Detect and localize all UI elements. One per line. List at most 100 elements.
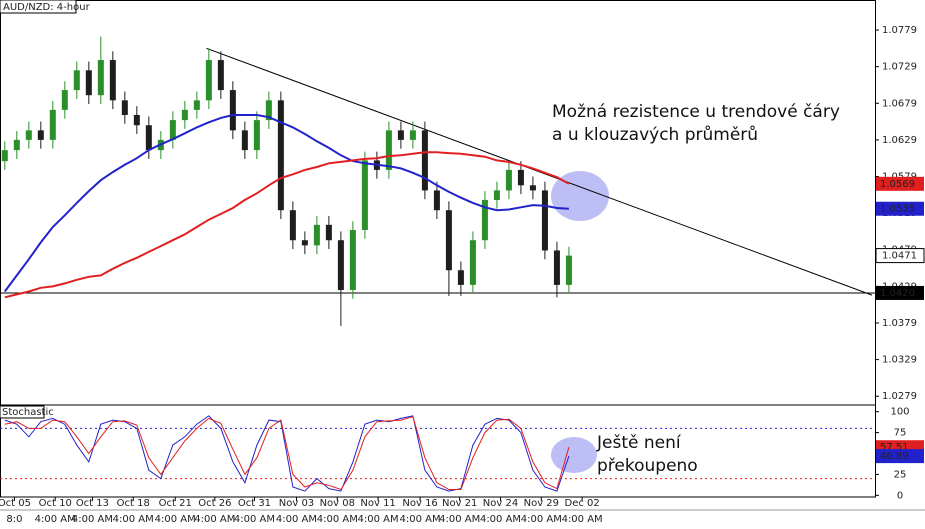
panel-title: Stochastic (2, 407, 54, 418)
candle-body (553, 250, 560, 285)
x-tick-label: Oct 05 (0, 498, 31, 509)
price-badge-label: 57.51 (880, 442, 909, 453)
candle-body (73, 70, 80, 91)
price-badge-label: 1.0535 (880, 204, 915, 215)
candle-body (301, 240, 308, 246)
candle-body (289, 210, 296, 241)
candle-body (313, 224, 320, 246)
x-tick-label: Oct 21 (159, 498, 192, 509)
x-tick-label: Oct 18 (117, 498, 150, 509)
candle-body (325, 224, 332, 241)
y-tick-label: 1.0779 (882, 25, 917, 36)
price-badge-label: 1.0471 (882, 251, 917, 262)
candle-body (1, 150, 8, 162)
candle-body (217, 60, 224, 91)
candle-body (109, 60, 116, 101)
candle-body (385, 130, 392, 170)
y-tick-label: 1.0379 (882, 318, 917, 329)
candle-body (457, 270, 464, 285)
candle-body (37, 130, 44, 140)
candle-body (61, 90, 68, 110)
candle-body (229, 90, 236, 131)
x-tick-sublabel: 4:00 AM (72, 514, 113, 525)
price-badge-label: 1.0420 (880, 288, 915, 299)
y-tick-label: 0 (897, 490, 903, 501)
y-tick-label: 1.0629 (882, 135, 917, 146)
x-tick-sublabel: 4:00 AM (317, 514, 358, 525)
candle-body (349, 229, 356, 291)
candle-body (169, 120, 176, 140)
y-tick-label: 1.0729 (882, 62, 917, 73)
x-tick-label: Nov 29 (524, 498, 559, 509)
candle-body (397, 130, 404, 140)
moving-average (4, 151, 570, 299)
y-tick-label: 1.0679 (882, 98, 917, 109)
plot-layer: 1.02791.03291.03791.04291.04791.05291.05… (0, 25, 925, 525)
candle-body (25, 130, 32, 140)
candle-body (181, 109, 188, 121)
x-tick-sublabel: 4:00 AM (480, 514, 521, 525)
candle-body (265, 100, 272, 121)
x-tick-label: Oct 26 (198, 498, 231, 509)
candle-body (409, 130, 416, 140)
x-tick-sublabel: 4:00 AM (276, 514, 317, 525)
candle-body (505, 169, 512, 191)
candle-body (421, 130, 428, 191)
price-badge (876, 176, 924, 191)
x-tick-sublabel: 4:00 AM (521, 514, 562, 525)
candle-body (541, 190, 548, 251)
x-tick-label: Nov 11 (360, 498, 395, 509)
x-tick-sublabel: 4:00 AM (155, 514, 196, 525)
candle-body (145, 125, 152, 151)
title-box (0, 0, 77, 14)
y-tick-label: 100 (890, 407, 909, 418)
candle-body (445, 210, 452, 271)
candle-body (85, 70, 92, 96)
candle-body (361, 160, 368, 230)
y-tick-label: 1.0329 (882, 355, 917, 366)
x-tick-sublabel: 4:00 AM (194, 514, 235, 525)
x-tick-label: Oct 31 (238, 498, 271, 509)
x-tick-label: Nov 24 (483, 498, 518, 509)
x-tick-sublabel: 4:00 AM (35, 514, 76, 525)
y-tick-label: 75 (894, 428, 907, 439)
x-tick-label: Nov 03 (279, 498, 314, 509)
stochastic-line (4, 416, 570, 491)
x-tick-sublabel: 4:00 AM (562, 514, 603, 525)
annotation: překoupeno (597, 456, 698, 476)
stoch-frame (0, 404, 876, 498)
price-badge (876, 449, 924, 464)
price-badge-label: 1.0569 (880, 179, 915, 190)
highlight (551, 437, 597, 473)
annotation: Ještě není (596, 433, 682, 453)
candle-body (133, 114, 140, 126)
x-tick-sublabel: 4:00 AM (439, 514, 480, 525)
x-tick-sublabel: 4:00 AM (113, 514, 154, 525)
x-tick-label: Dec 02 (565, 498, 600, 509)
x-tick-label: Oct 13 (76, 498, 109, 509)
candle-body (49, 109, 56, 140)
x-tick-label: Nov 08 (320, 498, 355, 509)
candle-body (565, 255, 572, 285)
candle-body (241, 130, 248, 151)
candle-body (433, 190, 440, 211)
candle-body (517, 169, 524, 186)
candle-body (469, 240, 476, 285)
moving-average (3, 114, 569, 293)
y-tick-label: 1.0279 (882, 391, 917, 402)
candle-body (193, 100, 200, 110)
candle-body (97, 60, 104, 96)
stochastic-line (4, 415, 570, 492)
x-tick-sublabel: 4:00 AM (234, 514, 275, 525)
x-tick-sublabel: 4:00 AM (400, 514, 441, 525)
price-badge (876, 201, 924, 216)
x-tick-label: Oct 10 (39, 498, 72, 509)
price-badge-label: 46.89 (880, 451, 909, 462)
candle-body (253, 120, 260, 151)
candle-body (277, 100, 284, 211)
candle-body (337, 240, 344, 291)
candle-body (481, 199, 488, 241)
x-tick-label: Nov 21 (442, 498, 477, 509)
